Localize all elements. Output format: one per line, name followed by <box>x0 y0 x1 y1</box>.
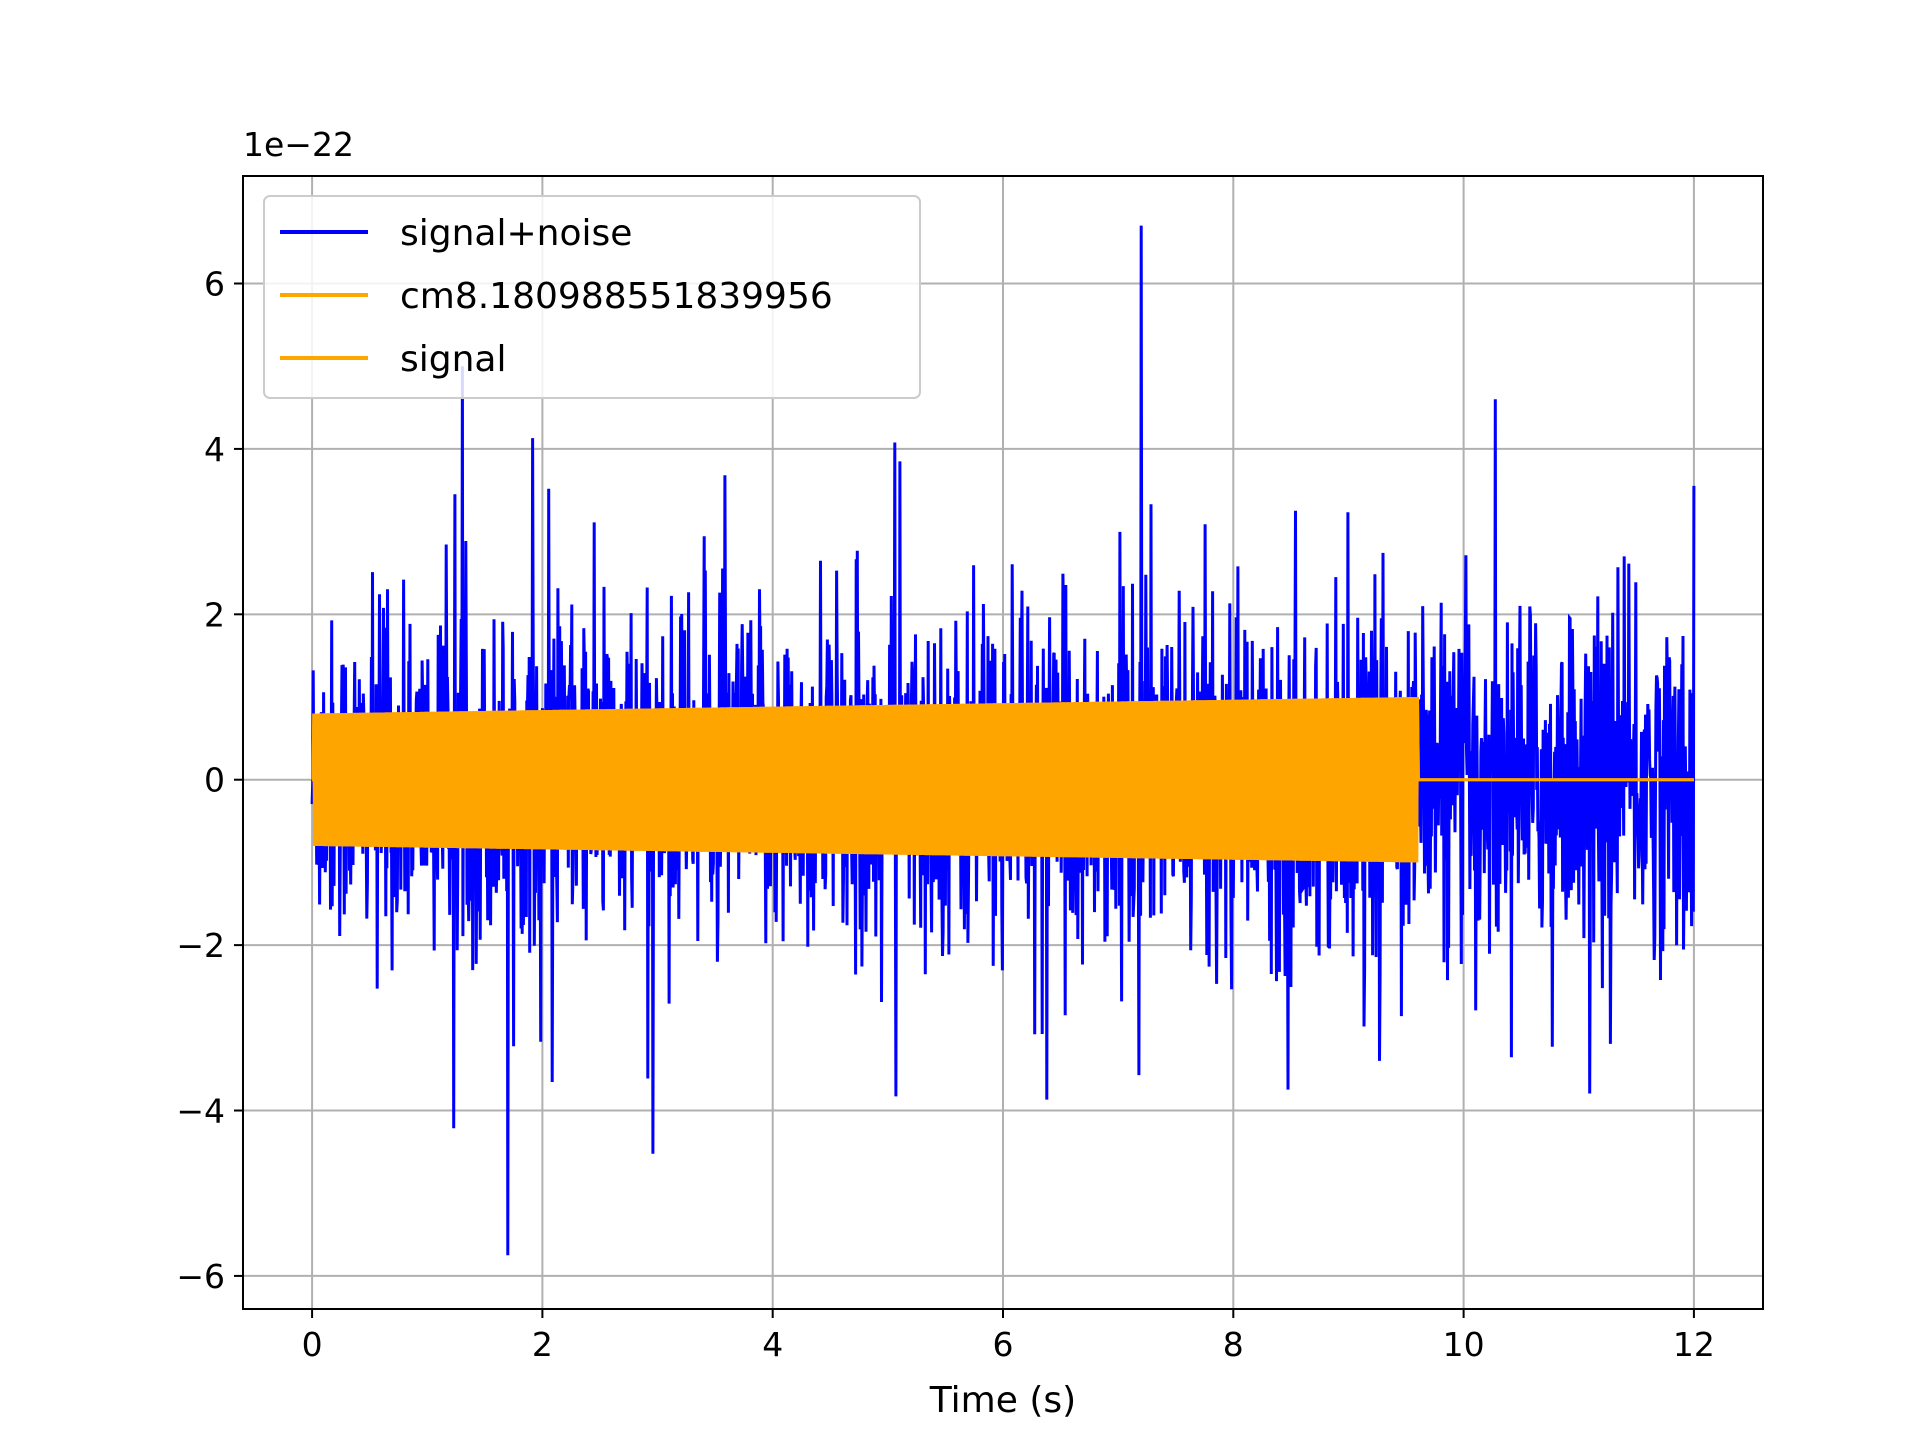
ticks: 0 2 4 6 8 10 12 −6 −4 −2 0 2 4 6 <box>176 265 1715 1364</box>
x-tick-label: 0 <box>302 1325 323 1364</box>
legend-entry: signal+noise <box>400 213 632 254</box>
legend-entry: cm8.180988551839956 <box>400 276 833 317</box>
y-tick-label: −2 <box>176 926 225 965</box>
y-tick-label: −4 <box>176 1092 225 1131</box>
x-tick-label: 10 <box>1443 1325 1485 1364</box>
x-tick-label: 12 <box>1673 1325 1715 1364</box>
x-tick-label: 8 <box>1223 1325 1244 1364</box>
y-offset-text: 1e−22 <box>243 125 354 164</box>
y-tick-label: 0 <box>204 761 225 800</box>
y-tick-label: 6 <box>204 265 225 304</box>
x-tick-label: 4 <box>762 1325 783 1364</box>
series-line-signal <box>311 696 1694 863</box>
x-axis-label: Time (s) <box>929 1380 1076 1421</box>
y-tick-label: 2 <box>204 595 225 634</box>
y-tick-label: −6 <box>176 1257 225 1296</box>
plot-area <box>310 225 1696 1256</box>
x-tick-label: 6 <box>993 1325 1014 1364</box>
y-tick-label: 4 <box>204 430 225 469</box>
legend: signal+noise cm8.180988551839956 signal <box>263 195 921 399</box>
legend-entry: signal <box>400 339 507 380</box>
x-tick-label: 2 <box>532 1325 553 1364</box>
legend-frame <box>263 195 921 399</box>
